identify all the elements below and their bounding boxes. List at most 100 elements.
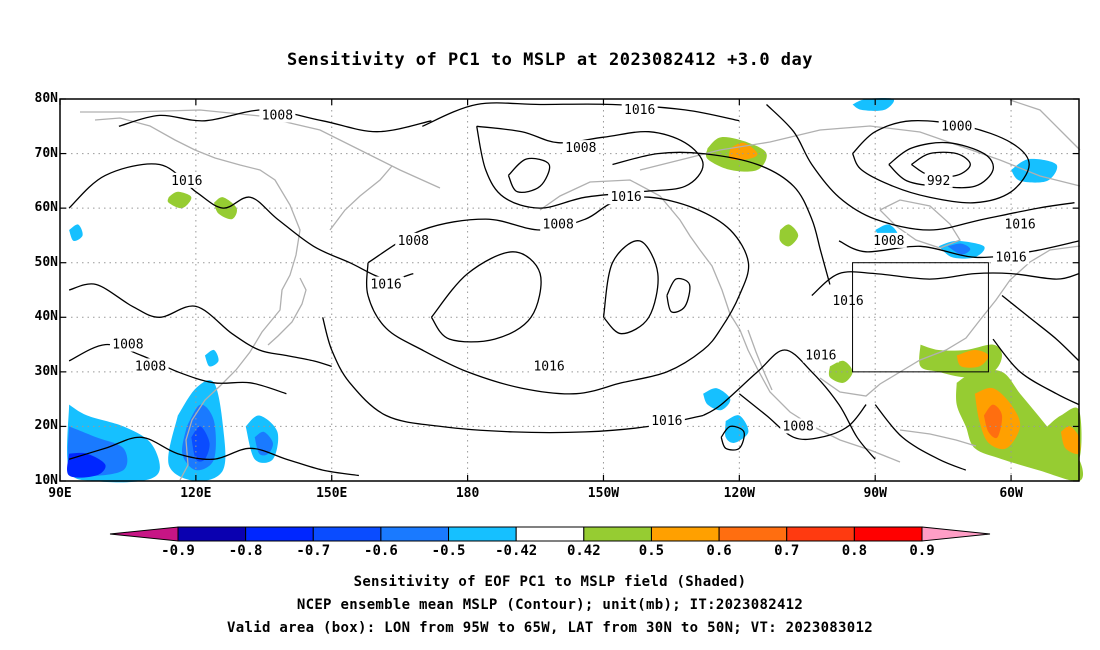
contour-label-background	[531, 358, 568, 374]
contour-label: 1016	[624, 103, 655, 118]
positive-sensitivity-region	[956, 350, 989, 368]
contour-label: 1016	[1004, 218, 1035, 233]
mslp-contour-line	[322, 317, 704, 434]
colorbar-bin	[583, 526, 652, 542]
lat-tick-label: 60N	[34, 200, 58, 216]
colorbar-level-label: 0.42	[566, 543, 601, 559]
contour-label-background	[924, 172, 953, 188]
colorbar-level-label: 0.6	[706, 543, 732, 559]
valid-area-box	[852, 262, 989, 373]
contour-label: 1008	[262, 108, 293, 123]
colorbar-bin	[515, 526, 585, 542]
positive-sensitivity-region	[1060, 426, 1081, 455]
contour-label: 1008	[135, 359, 166, 374]
mslp-contour-line	[738, 393, 867, 441]
axis-ticks	[59, 98, 1079, 482]
mslp-contour-line	[874, 404, 967, 471]
colorbar-level-label: -0.7	[296, 543, 331, 559]
coastline-north-america-west	[729, 313, 901, 463]
mslp-contour-line	[720, 425, 745, 451]
colorbar-level-label: -0.42	[495, 543, 538, 559]
contour-label: 1008	[112, 338, 143, 353]
contour-label: 1008	[873, 234, 904, 249]
contour-label: 1008	[398, 234, 429, 249]
mslp-contour-line	[888, 141, 994, 189]
contour-label: 1016	[651, 414, 682, 429]
chart-title: Sensitivity of PC1 to MSLP at 2023082412…	[286, 50, 813, 70]
coastline-japan	[267, 277, 307, 346]
lat-tick-label: 10N	[34, 473, 58, 488]
coastline-asia-east	[94, 117, 301, 481]
negative-sensitivity-region	[67, 452, 106, 478]
mslp-contour-line	[811, 271, 1080, 297]
mslp-contour-line	[422, 102, 740, 127]
mslp-contour-line	[702, 349, 876, 460]
mslp-contour-line	[68, 343, 287, 395]
contour-label: 1016	[610, 190, 641, 205]
contour-label-background	[395, 232, 432, 248]
negative-sensitivity-region	[725, 415, 749, 443]
coastline-hudson	[879, 199, 961, 249]
lon-tick-label: 60W	[999, 486, 1023, 501]
colorbar-level-label: -0.8	[228, 543, 263, 559]
colorbar-bin	[853, 526, 923, 542]
contour-labels: 1008 1016 1000 1008 992 1016 1016 1008 1016 1008 1…	[109, 101, 1039, 434]
colorbar-bin	[448, 526, 517, 542]
contour-label-background	[1002, 216, 1039, 232]
lat-tick-label: 70N	[34, 145, 58, 161]
sensitivity-shading	[67, 97, 1084, 483]
colorbar-level-label: -0.6	[364, 543, 398, 559]
mslp-contour-line	[612, 151, 831, 285]
contour-label-background	[109, 336, 146, 352]
contour-label-background	[540, 216, 577, 232]
contour-label-background	[870, 232, 907, 248]
contour-label: 1016	[832, 294, 863, 309]
mslp-contours	[68, 102, 1080, 477]
positive-sensitivity-region	[828, 360, 853, 383]
contour-label-background	[132, 358, 169, 374]
lon-tick-label: 120E	[180, 486, 212, 501]
negative-sensitivity-region	[852, 97, 895, 111]
colorbar-level-label: -0.5	[431, 543, 466, 559]
colorbar-max-triangle	[921, 526, 991, 542]
lon-tick-label: 90W	[863, 486, 887, 501]
contour-label-background	[830, 292, 867, 308]
positive-sensitivity-region	[167, 191, 192, 209]
colorbar-level-label: 0.5	[638, 543, 665, 559]
colorbar-level-label: 0.7	[774, 543, 800, 559]
coastline-cuba	[899, 429, 977, 447]
negative-sensitivity-region	[703, 388, 731, 411]
colorbar-bin	[312, 526, 382, 542]
mslp-contour-line	[476, 125, 704, 209]
contour-label-background	[993, 249, 1030, 265]
positive-sensitivity-region	[779, 224, 799, 247]
lat-tick-label: 20N	[34, 418, 58, 434]
coastline-gulf	[819, 245, 1081, 397]
contour-label-background	[621, 101, 658, 117]
mslp-contour-line	[666, 277, 691, 313]
coastline-canada-arctic	[639, 125, 1081, 187]
lat-tick-label: 30N	[34, 363, 58, 379]
mslp-contour-line	[68, 283, 332, 368]
coastline-kamchatka	[329, 165, 393, 231]
mslp-contour-line	[992, 338, 1080, 406]
contour-label-background	[608, 189, 645, 205]
contour-label: 1016	[171, 174, 202, 189]
contour-label-background	[259, 107, 296, 123]
coastline-greenland	[1009, 99, 1081, 151]
coastline-alaska	[539, 179, 731, 315]
lat-tick-label: 80N	[34, 91, 58, 106]
contour-label: 1016	[995, 250, 1026, 265]
negative-sensitivity-region	[947, 243, 971, 255]
mslp-contour-line	[430, 251, 542, 343]
contour-label-background	[368, 276, 405, 292]
colorbar-bin	[650, 526, 720, 542]
contour-label: 1008	[543, 218, 574, 233]
mslp-contour-line	[1001, 294, 1080, 362]
caption-line-1: Sensitivity of EOF PC1 to MSLP field (Sh…	[353, 574, 747, 590]
colorbar-level-label: 0.9	[909, 543, 935, 559]
colorbar-bin	[786, 526, 855, 542]
lon-tick-label: 150E	[316, 486, 348, 501]
positive-sensitivity-region	[983, 404, 1003, 439]
contour-label: 1008	[783, 419, 814, 434]
